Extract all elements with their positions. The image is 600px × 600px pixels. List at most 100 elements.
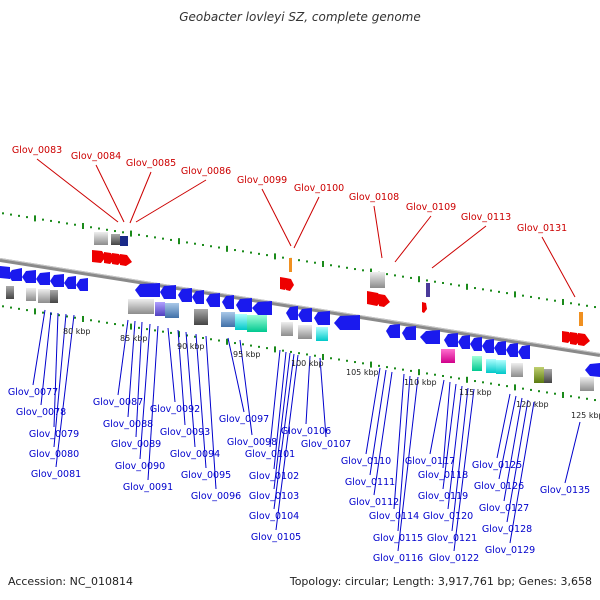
gene-label[interactable]: Glov_0105 xyxy=(251,532,301,543)
reverse-gene-arrow xyxy=(236,298,252,312)
track-tick xyxy=(386,273,388,276)
track-tick xyxy=(554,299,556,302)
gene-label[interactable]: Glov_0109 xyxy=(406,202,456,213)
gene-label[interactable]: Glov_0104 xyxy=(249,511,299,522)
gene-label[interactable]: Glov_0103 xyxy=(249,491,299,502)
callout-line xyxy=(319,357,327,438)
track-tick xyxy=(66,315,68,318)
track-tick xyxy=(178,331,180,338)
gene-label[interactable]: Glov_0111 xyxy=(345,477,395,488)
scale-tick-label: 100 kbp xyxy=(291,359,324,368)
gene-label[interactable]: Glov_0077 xyxy=(8,387,58,398)
gene-label[interactable]: Glov_0089 xyxy=(111,439,161,450)
callout-line xyxy=(55,314,75,468)
gene-label[interactable]: Glov_0092 xyxy=(150,404,200,415)
gene-label[interactable]: Glov_0120 xyxy=(423,511,473,522)
gene-label[interactable]: Glov_0086 xyxy=(181,166,231,177)
track-tick xyxy=(530,388,532,391)
gene-label[interactable]: Glov_0115 xyxy=(373,533,423,544)
gene-label[interactable]: Glov_0084 xyxy=(71,151,121,162)
gene-label[interactable]: Glov_0101 xyxy=(245,449,295,460)
gene-label[interactable]: Glov_0107 xyxy=(301,439,351,450)
gene-label[interactable]: Glov_0121 xyxy=(427,533,477,544)
gene-label[interactable]: Glov_0079 xyxy=(29,429,79,440)
callout-line xyxy=(397,376,419,552)
gene-label[interactable]: Glov_0129 xyxy=(485,545,535,556)
track-tick xyxy=(50,219,52,222)
track-tick xyxy=(482,288,484,291)
reverse-gene-arrow xyxy=(286,306,298,320)
callout-line xyxy=(167,327,176,403)
gene-label[interactable]: Glov_0095 xyxy=(181,470,231,481)
gene-label[interactable]: Glov_0122 xyxy=(429,553,479,564)
gene-label[interactable]: Glov_0098 xyxy=(227,437,277,448)
track-tick xyxy=(434,373,436,376)
gene-label[interactable]: Glov_0116 xyxy=(373,553,423,564)
callout-line xyxy=(185,331,196,448)
track-tick xyxy=(458,377,460,380)
track-tick xyxy=(170,238,172,241)
track-tick xyxy=(194,335,196,338)
gene-label[interactable]: Glov_0078 xyxy=(16,407,66,418)
gene-label[interactable]: Glov_0080 xyxy=(29,449,79,460)
gene-label[interactable]: Glov_0099 xyxy=(237,175,287,186)
gene-label[interactable]: Glov_0113 xyxy=(461,212,511,223)
reverse-gene-arrow xyxy=(64,276,76,289)
scale-tick-labels: 80 kbp 85 kbp 90 kbp 95 kbp 100 kbp 105 kbp 11… xyxy=(63,327,600,420)
track-tick xyxy=(162,330,164,333)
track-tick xyxy=(186,241,188,244)
track-tick xyxy=(210,338,212,341)
callout-line xyxy=(373,205,383,259)
track-tick xyxy=(410,276,412,279)
gene-block-0108 xyxy=(370,272,385,288)
gene-label[interactable]: Glov_0119 xyxy=(418,491,468,502)
gene-label[interactable]: Glov_0114 xyxy=(369,511,419,522)
gene-label[interactable]: Glov_0127 xyxy=(479,503,529,514)
callout-line xyxy=(129,171,152,224)
gene-label[interactable]: Glov_0135 xyxy=(540,485,590,496)
track-tick xyxy=(106,321,108,324)
gene-label[interactable]: Glov_0100 xyxy=(294,183,344,194)
gene-label[interactable]: Glov_0096 xyxy=(191,491,241,502)
reverse-gene-arrow xyxy=(334,315,360,330)
gene-label[interactable]: Glov_0102 xyxy=(249,471,299,482)
gene-label[interactable]: Glov_0087 xyxy=(93,397,143,408)
reverse-gene-arrow xyxy=(482,339,494,353)
track-tick xyxy=(226,338,228,345)
forward-gene-arrow xyxy=(379,294,390,307)
gene-label[interactable]: Glov_0118 xyxy=(418,470,468,481)
gene-label[interactable]: Glov_0094 xyxy=(170,449,220,460)
track-tick xyxy=(130,230,132,237)
forward-gene-arrow xyxy=(92,250,106,263)
gene-label[interactable]: Glov_0126 xyxy=(474,481,524,492)
track-tick xyxy=(218,339,220,342)
gene-label[interactable]: Glov_0131 xyxy=(517,223,567,234)
gene-label[interactable]: Glov_0081 xyxy=(31,469,81,480)
gene-label[interactable]: Glov_0093 xyxy=(160,427,210,438)
gene-label[interactable]: Glov_0097 xyxy=(219,414,269,425)
track-tick xyxy=(146,235,148,238)
gene-label[interactable]: Glov_0108 xyxy=(349,192,399,203)
gene-label[interactable]: Glov_0125 xyxy=(472,460,522,471)
track-tick xyxy=(194,242,196,245)
gene-label[interactable]: Glov_0091 xyxy=(123,482,173,493)
gene-label[interactable]: Glov_0085 xyxy=(126,158,176,169)
accession-label: Accession: NC_010814 xyxy=(8,575,134,588)
gene-label[interactable]: Glov_0106 xyxy=(281,426,331,437)
callout-line xyxy=(394,215,432,263)
gene-label[interactable]: Glov_0112 xyxy=(349,497,399,508)
gene-block-0097 xyxy=(247,315,267,332)
gene-block-0084 xyxy=(111,234,120,245)
gene-label[interactable]: Glov_0117 xyxy=(405,456,455,467)
gene-label[interactable]: Glov_0090 xyxy=(115,461,165,472)
callout-line xyxy=(429,379,445,455)
gene-label[interactable]: Glov_0083 xyxy=(12,145,62,156)
gene-label[interactable]: Glov_0128 xyxy=(482,524,532,535)
inner-tick-track xyxy=(2,305,596,402)
track-tick xyxy=(122,324,124,327)
gene-label[interactable]: Glov_0088 xyxy=(103,419,153,430)
gene-label[interactable]: Glov_0110 xyxy=(341,456,391,467)
reverse-gene-arrow xyxy=(585,363,600,377)
gene-block-0102 xyxy=(298,325,312,339)
